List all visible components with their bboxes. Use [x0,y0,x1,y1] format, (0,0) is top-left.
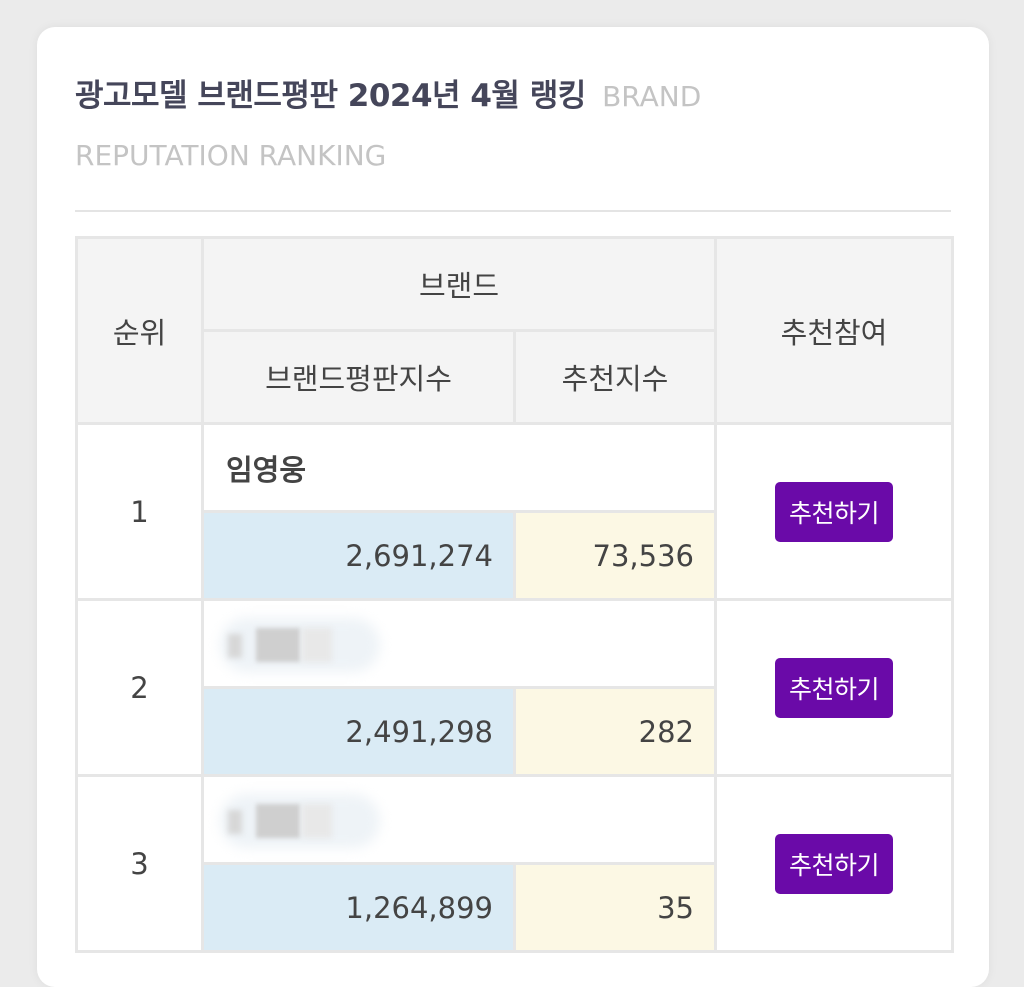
recommend-button[interactable]: 추천하기 [775,833,894,894]
table-row-values: 2,491,298 282 [77,686,953,777]
table-row-values: 1,264,899 35 [77,862,953,953]
recommend-button[interactable]: 추천하기 [775,481,894,542]
reputation-value: 2,491,298 [201,686,516,777]
rank-number: 1 [75,422,204,601]
table-row: 3 추천하기 [75,774,955,953]
header-reputation-index: 브랜드평판지수 [201,329,516,425]
header-recommend-index: 추천지수 [512,329,718,425]
table-row: 2 추천하기 [75,598,955,777]
title-divider [75,210,951,212]
header-participate: 추천참여 [714,236,955,425]
page-title: 광고모델 브랜드평판 2024년 4월 랭킹 BRAND REPUTATION … [75,67,865,185]
ranking-table: 순위 브랜드 추천참여 브랜드평판지수 추천지수 1 임영웅 추천하기 2,69… [75,236,955,953]
title-text: 광고모델 브랜드평판 2024년 4월 랭킹 [75,78,586,114]
header-row-1: 순위 브랜드 추천참여 [75,236,955,425]
table-row: 1 임영웅 추천하기 [75,422,955,601]
recommend-cell: 추천하기 [714,422,955,601]
blurred-name [220,790,380,850]
reputation-value: 2,691,274 [201,510,516,601]
brand-name-blurred [200,774,718,865]
recommend-value: 73,536 [512,510,718,601]
table-row-values: 2,691,274 73,536 [77,510,953,601]
brand-name: 임영웅 [200,422,718,513]
brand-name-blurred [200,598,718,689]
recommend-value: 35 [512,862,718,953]
rank-number: 3 [75,774,204,953]
header-brand: 브랜드 [200,236,718,332]
recommend-value: 282 [512,686,718,777]
recommend-button[interactable]: 추천하기 [775,657,894,718]
recommend-cell: 추천하기 [714,774,955,953]
rank-number: 2 [75,598,204,777]
recommend-cell: 추천하기 [714,598,955,777]
blurred-name [220,614,380,674]
title-subtitle: BRAND REPUTATION RANKING [75,80,702,172]
header-rank: 순위 [75,236,204,425]
reputation-value: 1,264,899 [201,862,516,953]
header-row-2: 브랜드평판지수 추천지수 [77,329,953,425]
ranking-card: 광고모델 브랜드평판 2024년 4월 랭킹 BRAND REPUTATION … [37,27,989,987]
